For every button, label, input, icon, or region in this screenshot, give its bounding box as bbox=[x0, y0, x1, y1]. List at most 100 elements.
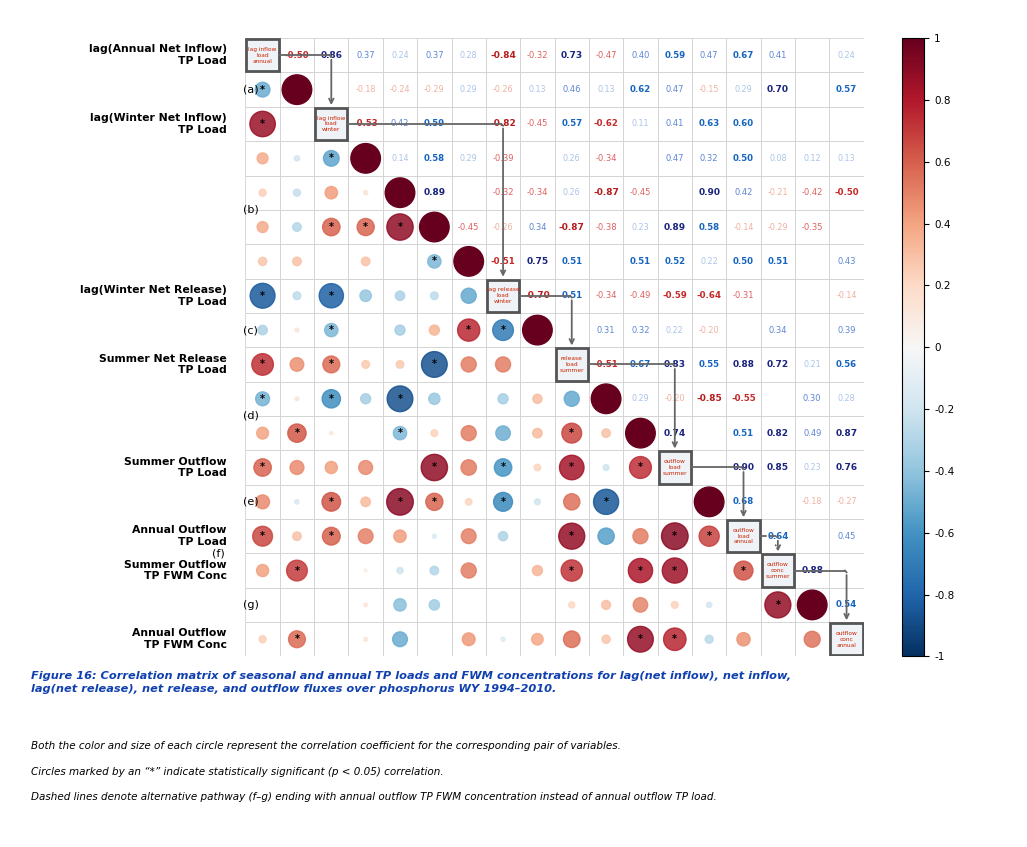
Text: -0.64: -0.64 bbox=[696, 291, 722, 300]
Text: 0.54: 0.54 bbox=[836, 601, 858, 609]
Text: Figure 16: Correlation matrix of seasonal and annual TP loads and FWM concentrat: Figure 16: Correlation matrix of seasona… bbox=[31, 671, 791, 694]
Text: 0.13: 0.13 bbox=[598, 86, 615, 94]
Circle shape bbox=[256, 495, 269, 509]
Bar bbox=[279, 416, 314, 451]
Bar bbox=[279, 553, 314, 588]
Bar bbox=[726, 107, 761, 141]
Text: -0.53: -0.53 bbox=[353, 119, 378, 129]
Bar bbox=[383, 210, 417, 244]
Text: 0.42: 0.42 bbox=[391, 119, 409, 129]
Circle shape bbox=[360, 497, 371, 507]
Text: 0.13: 0.13 bbox=[838, 154, 855, 163]
Bar bbox=[279, 588, 314, 622]
Circle shape bbox=[699, 526, 719, 546]
Bar bbox=[830, 416, 864, 451]
Text: *: * bbox=[569, 566, 574, 576]
Circle shape bbox=[322, 356, 340, 373]
Circle shape bbox=[257, 564, 269, 577]
Circle shape bbox=[322, 219, 340, 235]
Bar bbox=[795, 553, 830, 588]
Bar bbox=[279, 107, 314, 141]
Circle shape bbox=[494, 492, 512, 512]
Bar bbox=[245, 622, 279, 656]
Bar bbox=[348, 416, 383, 451]
Text: 0.89: 0.89 bbox=[663, 223, 686, 231]
Circle shape bbox=[498, 394, 508, 404]
Bar bbox=[623, 416, 657, 451]
Circle shape bbox=[564, 391, 579, 407]
Bar bbox=[726, 175, 761, 210]
Bar bbox=[417, 382, 452, 416]
Bar bbox=[657, 519, 692, 553]
Circle shape bbox=[288, 424, 306, 442]
Circle shape bbox=[629, 558, 652, 583]
Circle shape bbox=[259, 636, 266, 643]
Text: Dashed lines denote alternative pathway (f–g) ending with annual outflow TP FWM : Dashed lines denote alternative pathway … bbox=[31, 792, 717, 802]
Text: *: * bbox=[364, 222, 368, 232]
Text: -0.34: -0.34 bbox=[527, 188, 548, 197]
Bar bbox=[486, 553, 521, 588]
Text: (b): (b) bbox=[242, 205, 259, 215]
Bar bbox=[692, 588, 726, 622]
Text: outflow
load
summer: outflow load summer bbox=[662, 459, 687, 476]
Text: 0.42: 0.42 bbox=[734, 188, 753, 197]
Bar bbox=[245, 279, 279, 313]
Bar bbox=[452, 451, 486, 484]
Bar bbox=[830, 484, 864, 519]
Bar bbox=[795, 382, 830, 416]
Bar bbox=[348, 519, 383, 553]
Circle shape bbox=[256, 392, 269, 406]
Text: *: * bbox=[741, 566, 746, 576]
Bar bbox=[761, 519, 795, 553]
Bar bbox=[279, 38, 314, 73]
Text: -0.87: -0.87 bbox=[559, 223, 584, 231]
Bar bbox=[348, 484, 383, 519]
Circle shape bbox=[251, 284, 275, 308]
Circle shape bbox=[430, 292, 439, 300]
Text: 0.41: 0.41 bbox=[768, 51, 787, 60]
Text: 0.67: 0.67 bbox=[733, 51, 754, 60]
Circle shape bbox=[295, 156, 300, 161]
Bar bbox=[452, 38, 486, 73]
Bar bbox=[348, 382, 383, 416]
Circle shape bbox=[707, 602, 712, 607]
Circle shape bbox=[496, 426, 510, 440]
Bar bbox=[657, 244, 692, 279]
Bar bbox=[588, 347, 623, 382]
Text: (f): (f) bbox=[212, 548, 224, 558]
Bar bbox=[726, 484, 761, 519]
Bar bbox=[417, 244, 452, 279]
Text: *: * bbox=[638, 634, 643, 645]
Text: -0.31: -0.31 bbox=[732, 291, 754, 300]
Bar bbox=[761, 451, 795, 484]
Text: *: * bbox=[329, 531, 334, 541]
Circle shape bbox=[603, 464, 609, 470]
Text: 0.47: 0.47 bbox=[665, 154, 684, 163]
Bar bbox=[279, 73, 314, 107]
Circle shape bbox=[396, 361, 404, 368]
Circle shape bbox=[533, 429, 542, 438]
Bar bbox=[761, 73, 795, 107]
Text: 0.82: 0.82 bbox=[767, 429, 789, 438]
Bar bbox=[795, 588, 830, 622]
Bar bbox=[657, 141, 692, 175]
Bar bbox=[521, 38, 555, 73]
Text: -0.45: -0.45 bbox=[630, 188, 651, 197]
Circle shape bbox=[561, 560, 582, 581]
Text: outflow
conc
annual: outflow conc annual bbox=[836, 631, 858, 648]
Text: Annual Outflow
TP FWM Conc: Annual Outflow TP FWM Conc bbox=[132, 628, 227, 650]
Bar bbox=[314, 73, 348, 107]
Text: 0.68: 0.68 bbox=[733, 497, 754, 507]
Bar bbox=[555, 107, 588, 141]
Circle shape bbox=[559, 523, 584, 549]
Bar bbox=[761, 175, 795, 210]
Text: (d): (d) bbox=[242, 411, 259, 421]
Text: *: * bbox=[397, 222, 403, 232]
Bar bbox=[657, 382, 692, 416]
Text: *: * bbox=[604, 497, 609, 507]
Text: *: * bbox=[329, 325, 334, 335]
Circle shape bbox=[602, 429, 610, 437]
Bar bbox=[417, 622, 452, 656]
Text: -0.15: -0.15 bbox=[699, 86, 719, 94]
Text: *: * bbox=[329, 497, 334, 507]
